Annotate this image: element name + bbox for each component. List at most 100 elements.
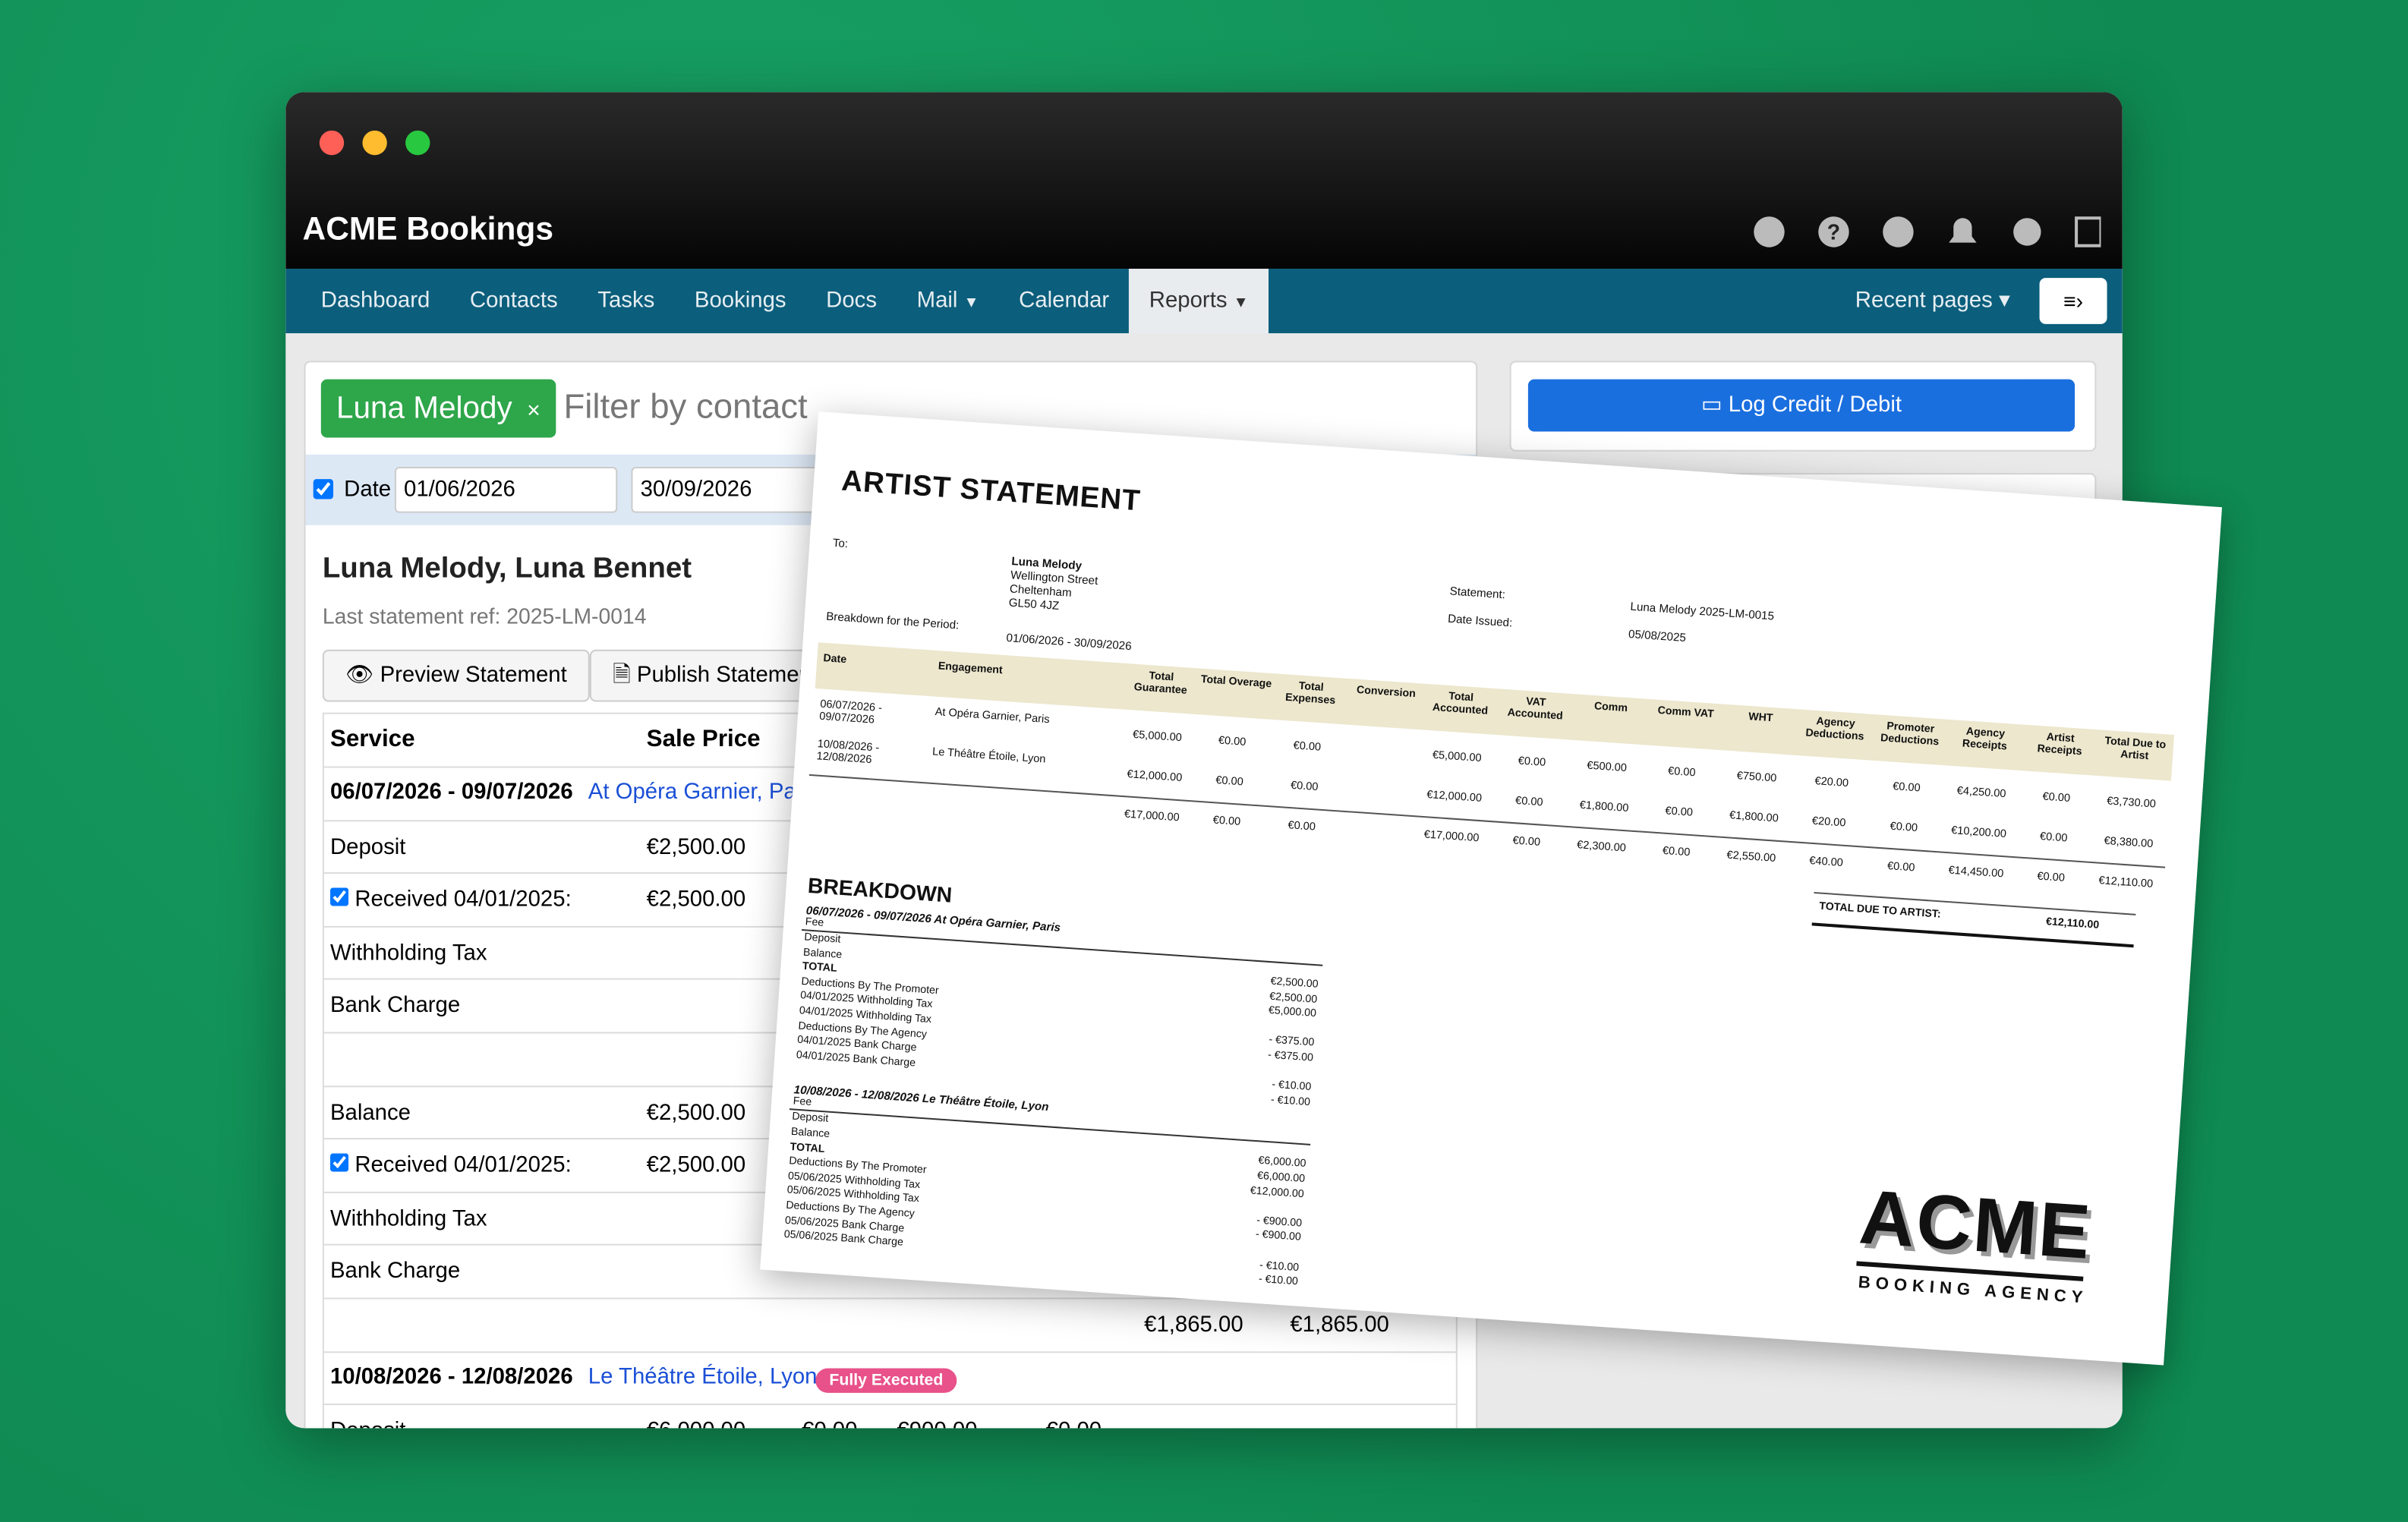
nav-item[interactable]: Tasks: [578, 269, 675, 333]
nav-item[interactable]: Docs: [806, 269, 897, 333]
period: 01/06/2026 - 30/09/2026: [1006, 630, 1133, 654]
venue-link[interactable]: At Opéra Garnier, Paris: [588, 780, 820, 805]
breakdown-value: - €10.00: [1258, 1275, 1299, 1288]
help-glyph: ?: [1827, 221, 1840, 245]
statement-cell: €0.00: [1512, 833, 1541, 849]
preview-button[interactable]: 👁 Preview Statement: [322, 649, 591, 702]
statement-cell: €1,800.00: [1579, 797, 1630, 815]
statement-cell: €750.00: [1736, 767, 1777, 785]
statement-cell: €0.00: [2036, 868, 2066, 885]
breakdown-value: - €10.00: [1271, 1079, 1312, 1094]
account-icon[interactable]: [1883, 216, 1914, 247]
publish-label: Publish Statement: [636, 663, 818, 689]
amount: €1,865.00: [1144, 1312, 1243, 1338]
contact-tag[interactable]: Luna Melody ×: [320, 379, 556, 438]
contact-tag-label: Luna Melody: [336, 391, 512, 426]
tag-remove[interactable]: ×: [527, 397, 541, 424]
app-title: ACME Bookings: [302, 212, 553, 247]
statement-cell: €0.00: [1218, 733, 1247, 749]
venue-link[interactable]: Le Théâtre Étoile, Lyon: [588, 1364, 818, 1389]
nav-item[interactable]: Dashboard: [301, 269, 450, 333]
close-button[interactable]: [319, 130, 345, 156]
statement-cell: €0.00: [1892, 778, 1921, 795]
breakdown-line: TOTAL: [802, 962, 838, 975]
statement-title: ARTIST STATEMENT: [840, 465, 1142, 518]
contact-filter-input[interactable]: Filter by contact: [563, 386, 808, 426]
statement-column-header: Total Due to Artist: [2104, 736, 2167, 763]
service-label: Balance: [329, 1100, 411, 1126]
breakdown-line: Balance: [802, 947, 843, 961]
breakdown-value: - €375.00: [1268, 1035, 1315, 1050]
statement-cell: €40.00: [1808, 852, 1844, 870]
side-card: ▭ Log Credit / Debit: [1509, 361, 2097, 452]
nav-label: Mail: [916, 288, 958, 314]
received-checkbox[interactable]: [329, 887, 349, 906]
nav-label: Bookings: [694, 288, 786, 314]
total-due: €12,110.00: [2045, 917, 2100, 931]
service-label: Deposit: [329, 834, 406, 860]
logout-icon[interactable]: [2075, 216, 2101, 247]
nav-item[interactable]: Mail ▼: [897, 269, 999, 333]
breakdown-line: Deposit: [803, 932, 841, 946]
statement-cell: 06/07/2026 - 09/07/2026: [818, 696, 883, 726]
statement-cell: €5,000.00: [1132, 726, 1183, 745]
statement-cell: €500.00: [1586, 758, 1628, 775]
amount: €2,500.00: [646, 1100, 746, 1126]
nav-item[interactable]: Bookings: [675, 269, 806, 333]
statement-cell: 10/08/2026 - 12/08/2026: [816, 736, 880, 767]
statement-cell: €0.00: [1665, 803, 1694, 819]
nav-item[interactable]: Calendar: [999, 269, 1130, 333]
statement-ref: Luna Melody 2025-LM-0015: [1630, 599, 1775, 623]
amount: €6,000.00: [647, 1420, 746, 1429]
breakdown-line: Balance: [790, 1127, 831, 1141]
period-label: Breakdown for the Period:: [825, 609, 960, 632]
date-from-input[interactable]: 01/06/2026: [394, 466, 618, 513]
breakdown-value: - €900.00: [1255, 1230, 1302, 1244]
date-checkbox[interactable]: [313, 479, 333, 499]
breakdown-value: €2,500.00: [1270, 976, 1319, 991]
nav-item[interactable]: Contacts: [450, 269, 578, 333]
settings-icon[interactable]: [2013, 218, 2041, 246]
service-label: Received 04/01/2025:: [355, 1153, 572, 1179]
statement-column-header: Artist Receipts: [2037, 732, 2082, 758]
section-dates: 06/07/2026 - 09/07/2026: [329, 780, 573, 805]
breakdown-value: €6,000.00: [1256, 1171, 1306, 1186]
menu-toggle[interactable]: ≡›: [2039, 278, 2107, 324]
recent-pages-label: Recent pages: [1855, 288, 1993, 314]
service-label: Withholding Tax: [329, 1206, 487, 1232]
received-checkbox[interactable]: [329, 1153, 349, 1172]
breakdown-value: €2,500.00: [1269, 991, 1318, 1006]
window-controls: [319, 130, 430, 156]
date-label: Date: [344, 477, 392, 503]
statement-cell: €2,300.00: [1576, 837, 1627, 855]
nav-bar: Dashboard Contacts Tasks Bookings Docs Mail ▼ C…: [285, 269, 2123, 333]
statement-cell: €17,000.00: [1124, 806, 1180, 824]
statement-cell: €3,730.00: [2106, 793, 2157, 811]
log-credit-button[interactable]: ▭ Log Credit / Debit: [1527, 379, 2075, 432]
section-dates: 10/08/2026 - 12/08/2026: [329, 1364, 573, 1389]
breakdown-heading: 06/07/2026 - 09/07/2026 At Opéra Garnier…: [805, 903, 1061, 934]
statement-cell: €0.00: [1212, 812, 1241, 829]
statement-cell: €0.00: [1287, 818, 1316, 833]
breakdown-value: €6,000.00: [1257, 1156, 1306, 1171]
nav-item[interactable]: Reports ▼: [1129, 269, 1269, 333]
issued-date: 05/08/2025: [1628, 626, 1687, 645]
total-due-label: TOTAL DUE TO ARTIST:: [1818, 901, 1942, 921]
breakdown-value: €12,000.00: [1250, 1185, 1305, 1200]
notifications-icon[interactable]: [1949, 218, 1977, 243]
title-bar: ACME Bookings ?: [285, 92, 2123, 269]
statement-cell: €12,000.00: [1127, 766, 1183, 785]
column-header: Sale Price: [646, 726, 761, 753]
row-divider: [323, 1350, 1456, 1353]
recent-pages[interactable]: Recent pages ▾: [1855, 288, 2010, 314]
statement-cell: €0.00: [2039, 828, 2069, 845]
help-icon[interactable]: [1818, 216, 1849, 247]
service-label: Bank Charge: [329, 994, 461, 1019]
maximize-button[interactable]: [405, 130, 430, 156]
amount: €900.00: [897, 1420, 977, 1429]
theme-icon[interactable]: [1754, 216, 1785, 247]
minimize-button[interactable]: [362, 130, 387, 156]
statement-cell: €0.00: [1667, 763, 1697, 780]
